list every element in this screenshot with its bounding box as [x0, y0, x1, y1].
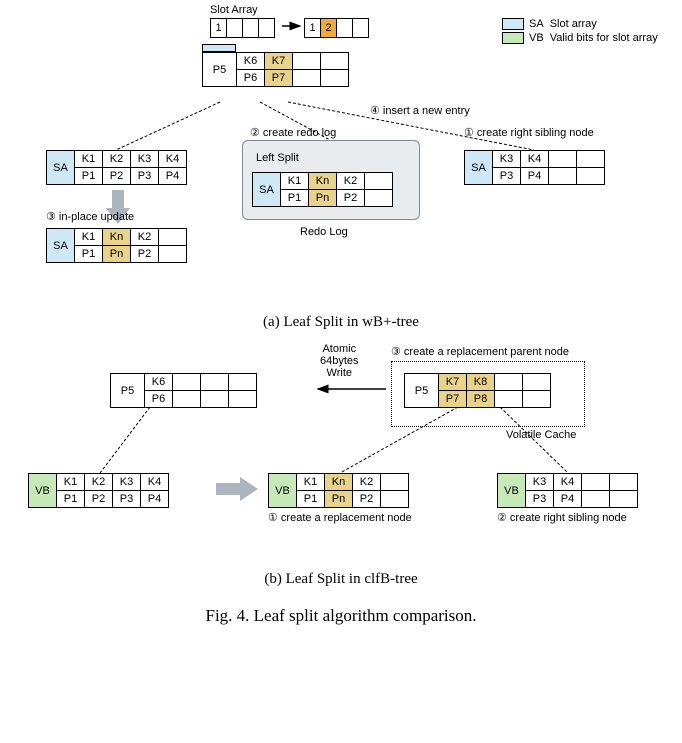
caption-a: (a) Leaf Split in wB+-tree	[10, 314, 672, 331]
step2-label-b: ② create right sibling node	[497, 511, 627, 524]
part-a-diagram: Slot Array 1 12 SA Slot array VB Valid b…	[10, 10, 672, 302]
redo-title: Left Split	[256, 152, 299, 164]
vb-swatch	[502, 32, 524, 44]
step4-label: ④ insert a new entry	[370, 104, 470, 117]
sa-swatch	[502, 18, 524, 30]
slot-array-left: 1	[210, 18, 275, 38]
slot-array-label: Slot Array	[210, 4, 258, 16]
step1-label-b: ① create a replacement node	[268, 511, 412, 524]
legend-vb-key: VB	[529, 32, 544, 44]
legend-vb-label: Valid bits for slot array	[550, 32, 658, 44]
legend-sa: SA Slot array	[502, 18, 658, 30]
redo-label: Redo Log	[300, 226, 348, 238]
step3-label-b: ③ create a replacement parent node	[391, 345, 569, 358]
caption-b: (b) Leaf Split in clfB-tree	[10, 571, 672, 588]
slot-array-right: 12	[304, 18, 369, 38]
volatile-label: Volatile Cache	[506, 429, 576, 441]
step2-label: ② create redo log	[250, 126, 336, 139]
step3-label: ③ in-place update	[46, 210, 134, 223]
legend-vb: VB Valid bits for slot array	[502, 32, 658, 44]
legend-sa-key: SA	[529, 18, 544, 30]
legend: SA Slot array VB Valid bits for slot arr…	[502, 18, 658, 46]
part-b-diagram: Atomic 64bytes Write ③ create a replacem…	[10, 349, 672, 559]
sa-strip	[202, 44, 236, 52]
step1-label: ① create right sibling node	[464, 126, 594, 139]
atomic-label: Atomic 64bytes Write	[320, 343, 359, 379]
legend-sa-label: Slot array	[550, 18, 597, 30]
figure-caption: Fig. 4. Leaf split algorithm comparison.	[10, 606, 672, 626]
right-arrow-icon	[216, 477, 258, 501]
